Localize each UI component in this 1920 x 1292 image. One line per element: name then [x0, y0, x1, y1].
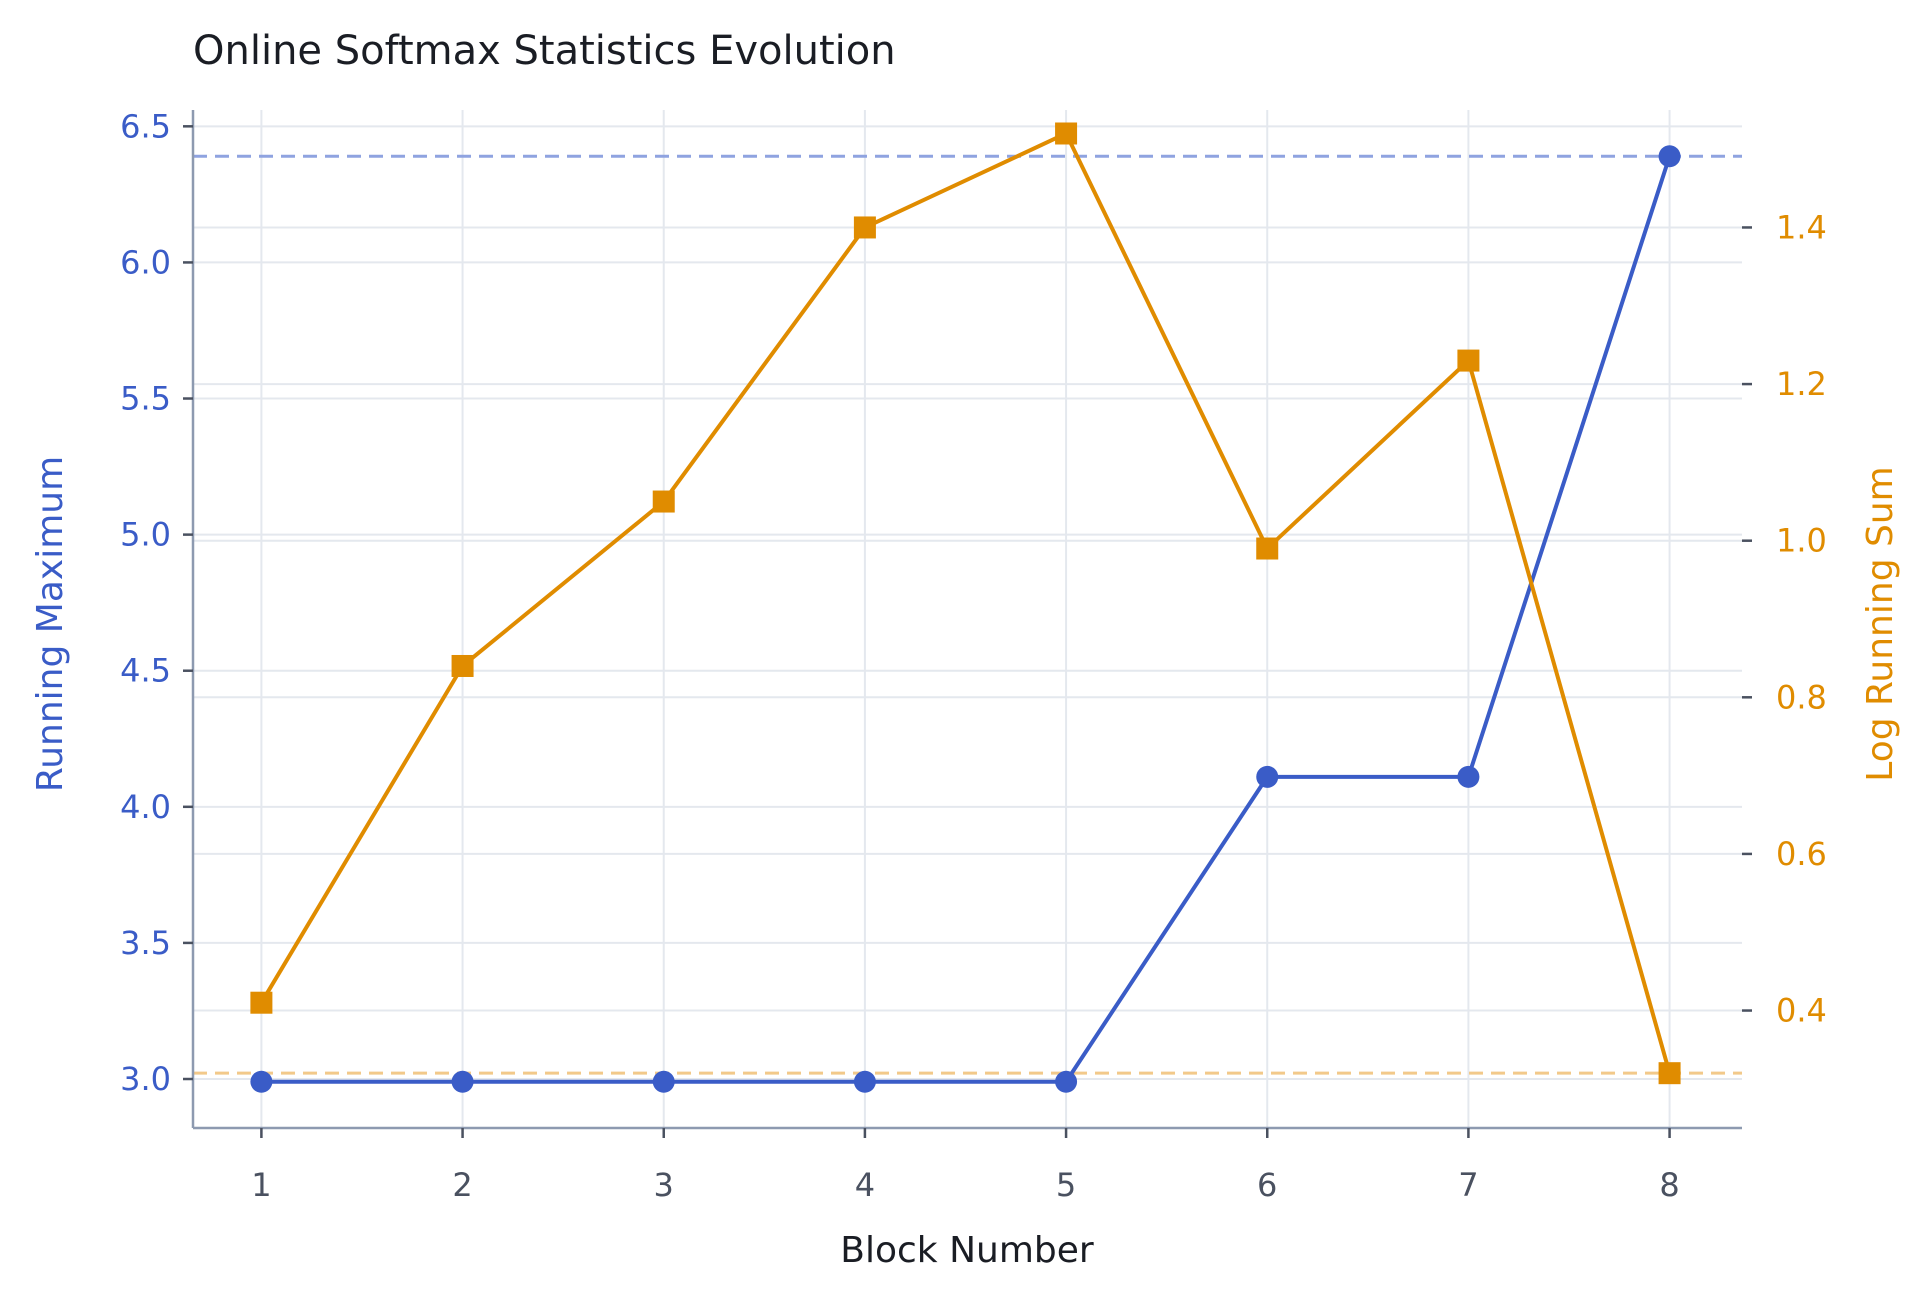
- y-right-tick-label: 1.2: [1776, 365, 1827, 403]
- data-point-left: [250, 1070, 273, 1093]
- data-point-right: [1256, 537, 1279, 560]
- x-tick-label: 1: [251, 1166, 271, 1204]
- series: [250, 122, 1681, 1093]
- y-left-tick-label: 5.0: [120, 516, 171, 554]
- y-left-tick-label: 4.0: [120, 788, 171, 826]
- series-line-right: [259, 131, 1672, 1074]
- data-point-right: [250, 991, 273, 1014]
- data-point-right: [652, 490, 675, 513]
- y-right-tick-label: 1.0: [1776, 522, 1827, 560]
- y-axis-right-label: Log Running Sum: [1860, 466, 1901, 781]
- y-left-tick-label: 3.0: [120, 1060, 171, 1098]
- data-point-left: [853, 1070, 876, 1093]
- data-point-right: [1457, 349, 1480, 372]
- data-point-left: [1055, 1070, 1078, 1093]
- x-tick-label: 7: [1458, 1166, 1478, 1204]
- axes-spines: [191, 110, 1742, 1130]
- y-left-tick-label: 6.0: [120, 243, 171, 281]
- y-left-tick-label: 3.5: [120, 924, 171, 962]
- reference-lines: [193, 154, 1742, 1075]
- x-tick-label: 8: [1659, 1166, 1679, 1204]
- data-point-left: [451, 1070, 474, 1093]
- y-left-tick-label: 5.5: [120, 380, 171, 418]
- chart-title: Online Softmax Statistics Evolution: [193, 28, 896, 74]
- x-axis-label: Block Number: [840, 1230, 1094, 1271]
- data-point-right: [1658, 1062, 1681, 1085]
- y-right-tick-label: 1.4: [1776, 208, 1827, 246]
- data-point-left: [1658, 145, 1681, 168]
- y-left-tick-label: 4.5: [120, 652, 171, 690]
- x-tick-label: 4: [855, 1166, 875, 1204]
- series-line-left: [261, 155, 1672, 1084]
- x-tick-label: 2: [452, 1166, 472, 1204]
- x-tick-label: 3: [654, 1166, 674, 1204]
- data-point-right: [1055, 122, 1078, 145]
- x-tick-label: 5: [1056, 1166, 1076, 1204]
- y-right-tick-label: 0.4: [1776, 992, 1827, 1030]
- x-tick-label: 6: [1257, 1166, 1277, 1204]
- data-point-left: [652, 1070, 675, 1093]
- data-point-right: [853, 216, 876, 239]
- grid: [193, 110, 1742, 1128]
- y-left-tick-label: 6.5: [120, 107, 171, 145]
- y-right-tick-label: 0.6: [1776, 835, 1827, 873]
- y-right-tick-label: 0.8: [1776, 678, 1827, 716]
- data-point-left: [1256, 765, 1279, 788]
- data-point-right: [451, 654, 474, 677]
- tick-labels: 1 2 3 4 5 6 7 8 3.0 3.5 4.0 4.5 5.0 5.5 6.0 6.5 0.4 0.6 0.…: [120, 107, 1827, 1204]
- y-axis-left-label: Running Maximum: [30, 456, 71, 792]
- data-point-left: [1457, 765, 1480, 788]
